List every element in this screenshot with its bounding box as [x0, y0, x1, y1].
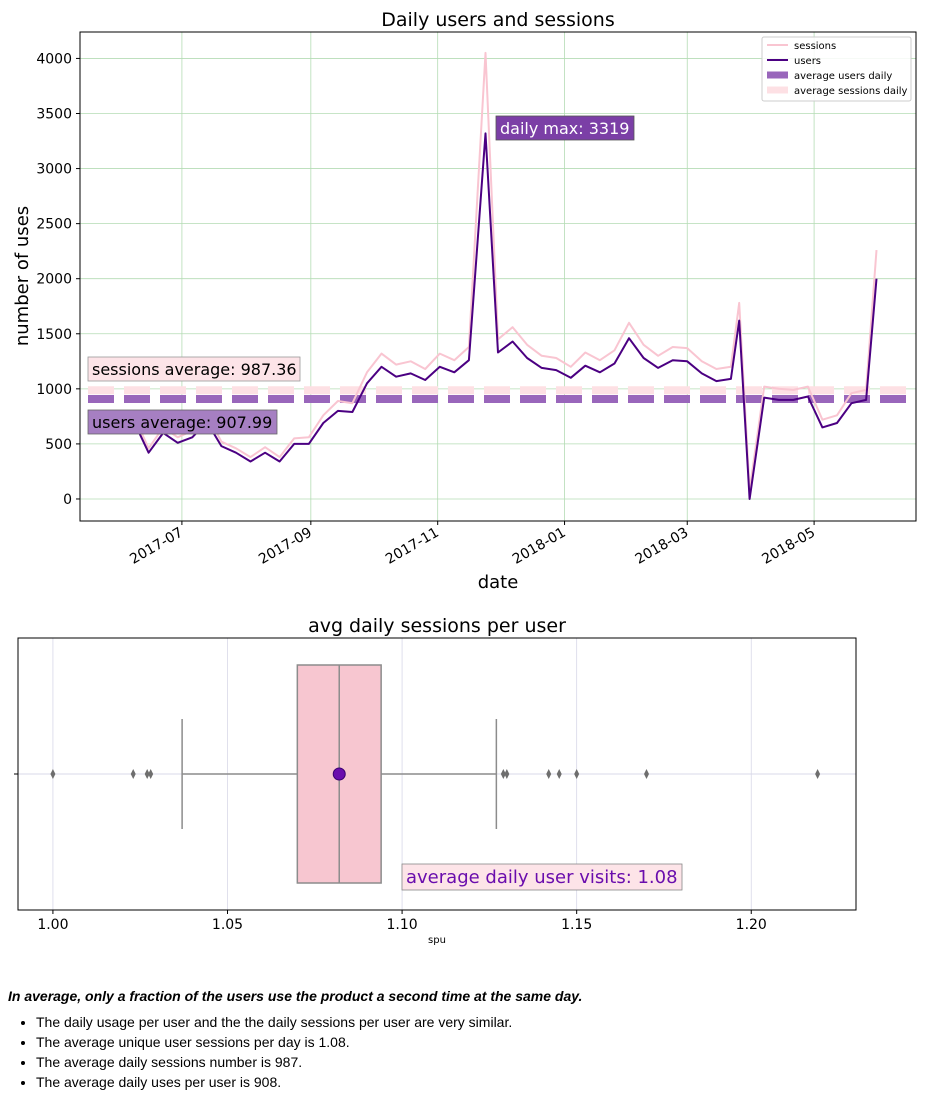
x-tick-label: 2017-11 [383, 525, 442, 568]
notes-bullet: The average unique user sessions per day… [36, 1035, 923, 1050]
line-chart: Daily users and sessions 0 500 1000 1500 200… [12, 9, 917, 593]
notes-bullet: The average daily sessions number is 987… [36, 1055, 923, 1070]
outlier-point [148, 769, 154, 779]
box-element [181, 664, 498, 884]
mean-marker [332, 767, 346, 781]
outlier-point [130, 769, 136, 779]
x-tick-label: 1.00 [37, 917, 68, 933]
legend-frame [761, 36, 912, 102]
y-axis-label: number of uses [12, 206, 33, 346]
outlier-point [574, 769, 580, 779]
outlier-point [50, 769, 56, 779]
y-tick-label: 500 [45, 437, 72, 453]
y-tick-label: 0 [63, 492, 72, 508]
x-axis: 1.00 1.05 1.10 1.15 1.20 [37, 910, 767, 933]
legend-item-average-sessions: average sessions daily [767, 86, 908, 97]
x-tick-label: 1.15 [561, 917, 592, 933]
daily-max-annotation: daily max: 3319 [495, 115, 635, 141]
y-tick-label: 3000 [36, 162, 72, 178]
daily-max-box [495, 115, 635, 141]
notes-bullet: The daily usage per user and the the dai… [36, 1015, 923, 1030]
users-average-label: users average: 907.99 [92, 413, 272, 432]
outlier-point [144, 769, 150, 779]
outlier-point [500, 769, 506, 779]
average-visits-annotation: average daily user visits: 1.08 [401, 863, 683, 891]
legend-label-average-sessions: average sessions daily [794, 86, 908, 97]
daily-max-label: daily max: 3319 [500, 119, 629, 138]
notes-summary: In average, only a fraction of the users… [8, 988, 583, 1004]
legend: sessions users average users daily avera… [761, 36, 912, 102]
x-axis-label: date [478, 572, 519, 593]
y-tick-label: 1500 [36, 327, 72, 343]
outlier-point [546, 769, 552, 779]
box-plot: avg daily sessions per user 1.00 1.05 1.10… [14, 615, 857, 946]
sessions-average-annotation: sessions average: 987.36 [87, 356, 301, 382]
legend-item-sessions: sessions [767, 41, 836, 52]
x-tick-label: 1.05 [212, 917, 243, 933]
y-tick-label: 2000 [36, 272, 72, 288]
y-axis: 0 500 1000 1500 2000 2500 3000 3500 4000 [36, 51, 80, 508]
x-tick-label: 2017-07 [127, 525, 186, 568]
x-tick-label: 2017-09 [256, 525, 315, 568]
grid-lines [80, 32, 916, 521]
notes-section: In average, only a fraction of the users… [8, 988, 923, 1095]
users-average-annotation: users average: 907.99 [87, 409, 278, 435]
outlier-point [815, 769, 821, 779]
outlier-point [644, 769, 649, 779]
y-tick-label: 1000 [36, 382, 72, 398]
users-average-box [87, 409, 278, 435]
x-axis-label: spu [428, 935, 446, 946]
y-tick-label: 2500 [36, 217, 72, 233]
notes-bullet: The average daily uses per user is 908. [36, 1075, 923, 1090]
outlier-point [504, 769, 510, 779]
x-tick-label: 2018-01 [510, 525, 569, 568]
outliers [50, 769, 821, 779]
y-tick-label: 3500 [36, 107, 72, 123]
charts-canvas: Daily users and sessions 0 500 1000 1500 200… [12, 9, 917, 946]
x-tick-label: 2018-05 [759, 525, 818, 568]
sessions-line [119, 51, 878, 492]
legend-item-average-users: average users daily [767, 71, 892, 82]
average-visits-box [401, 863, 683, 891]
x-axis: 2017-07 2017-09 2017-11 2018-01 2018-03 2018-… [127, 521, 818, 568]
notes-list: The daily usage per user and the the dai… [8, 1015, 923, 1090]
average-visits-label: average daily user visits: 1.08 [406, 867, 678, 888]
plot-frame [79, 31, 917, 522]
legend-item-users: users [767, 56, 821, 67]
y-tick-label: 4000 [36, 51, 72, 67]
sessions-average-box [87, 356, 301, 382]
x-tick-label: 1.20 [736, 917, 767, 933]
average-lines [88, 386, 908, 403]
legend-label-average-users: average users daily [794, 71, 892, 82]
legend-label-users: users [794, 56, 821, 67]
users-line [118, 132, 878, 500]
legend-label-sessions: sessions [794, 41, 836, 52]
x-tick-label: 2018-03 [633, 525, 692, 568]
chart-title: avg daily sessions per user [308, 615, 566, 637]
outlier-point [556, 769, 562, 779]
chart-title: Daily users and sessions [381, 9, 615, 31]
series-lines [118, 51, 878, 500]
x-tick-label: 1.10 [386, 917, 417, 933]
sessions-average-label: sessions average: 987.36 [92, 360, 297, 379]
